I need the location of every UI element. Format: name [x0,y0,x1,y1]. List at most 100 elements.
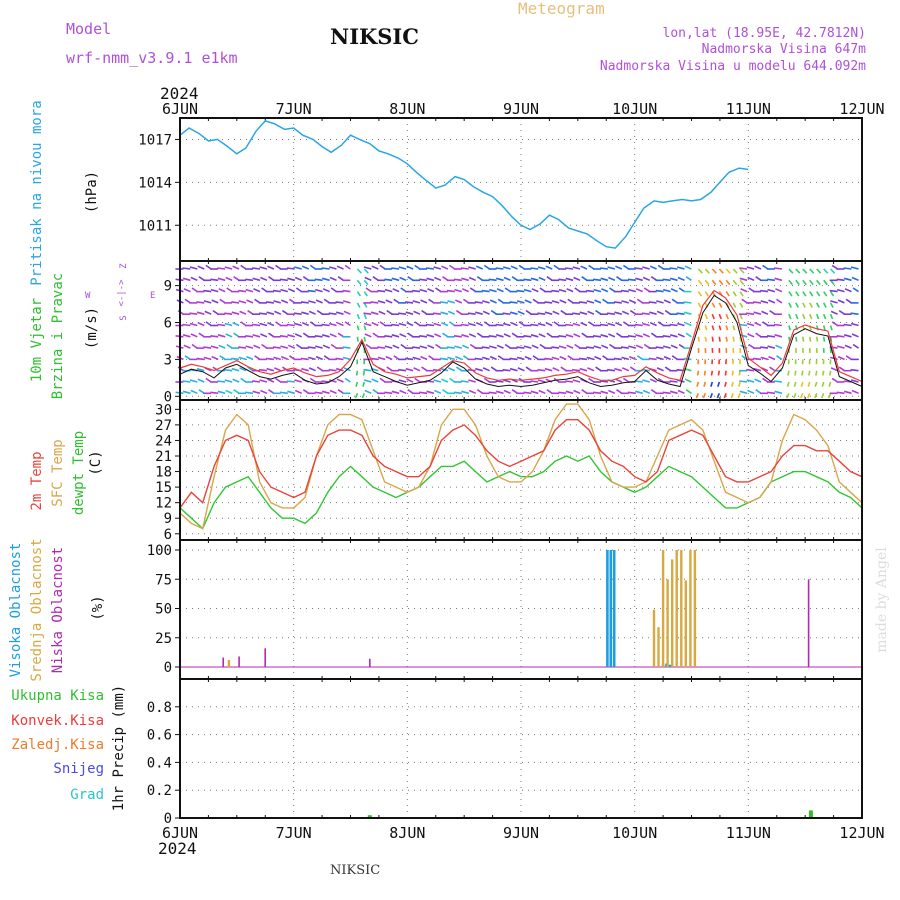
wind-arrow [488,278,497,282]
wind-arrow [642,266,650,270]
wind-arrow [739,277,748,282]
wind-arrow [294,322,302,327]
wind-arrow [474,301,483,304]
precip-ytick-label: 0.2 [147,783,172,799]
wind-arrow [829,291,835,297]
wind-arrow [725,313,729,320]
wind-arrow [697,302,702,308]
wind-arrow [328,266,337,270]
wind-arrow [725,336,728,342]
wind-arrow [621,310,630,315]
wind-arrow [530,334,539,338]
footer-station: NIKSIC [330,863,380,878]
wind-arrow [287,288,296,293]
wind-arrow [793,381,797,387]
wind-arrow [265,301,275,304]
cloud-bar [227,660,231,667]
wind-arrow [516,289,525,293]
wind-arrow [662,345,671,349]
wind-arrow [301,367,309,372]
wind-arrow [788,313,792,320]
wind-arrow [301,311,309,315]
wind-arrow [260,333,268,338]
wind-arrow [746,379,755,383]
wind-arrow [767,288,776,293]
wind-arrow [732,279,738,286]
wind-arrow [634,380,643,383]
wind-arrow [446,346,455,349]
wind-arrow [608,333,616,338]
wind-arrow [272,346,281,349]
wind-arrow [210,335,219,338]
wind-arrow [342,356,351,361]
wind-arrow [328,322,337,327]
wind-arrow [552,367,560,372]
wind-arrow [259,379,268,383]
wind-arrow [802,302,806,308]
wind-arrow [670,344,678,349]
wind-arrow [794,370,797,376]
wind-arrow [182,267,191,270]
wind-arrow [344,377,351,383]
wind-arrow [260,276,268,282]
wind-arrow [773,380,783,383]
wind-arrow [355,370,359,376]
wind-arrow [593,345,602,349]
wind-arrow [384,278,393,282]
wind-arrow [572,322,581,327]
wind-arrow [774,334,783,338]
wind-arrow [815,302,820,308]
wind-arrow [754,321,762,327]
cloud-bar [684,580,687,667]
wind-arrow [231,311,240,315]
wind-arrow [468,379,476,383]
wind-arrow [495,334,504,338]
wind-arrow [850,322,859,327]
temp-ytick-label: 18 [155,465,172,481]
wind-arrow [747,276,755,282]
wind-arrow [197,265,205,270]
wind-arrow [190,333,198,338]
wind-arrow [315,355,323,361]
cloud-bar [807,579,810,668]
wind-arrow [454,299,463,304]
wind-arrow [245,288,254,293]
wind-arrow [308,300,316,304]
wind-arrow [718,302,723,308]
wind-arrow [627,391,636,395]
bottom-date-tick: 9JUN [503,824,539,842]
wind-arrow [600,334,609,338]
wind-arrow [685,332,692,338]
wind-arrow [587,367,595,372]
wind-arrow [314,278,323,282]
cloud-bar [661,550,665,667]
wind-arrow [190,389,198,395]
wind-arrow [412,300,421,304]
wind-arrow [823,279,828,286]
wind-arrow [468,389,477,395]
wind-arrow [412,356,421,361]
wind-arrow [328,312,337,315]
wind-arrow [354,393,359,399]
wind-arrow [356,302,361,308]
wind-arrow [287,344,296,349]
wind-arrow [253,288,261,293]
wind-arrow [232,378,240,383]
wind-arrow [252,390,261,395]
wind-arrow [328,368,337,372]
wind-arrow [245,345,254,349]
wind-arrow [301,265,310,270]
wind-arrow [329,276,337,282]
wind-arrow [725,279,731,286]
wind-arrow [695,393,700,399]
wind-arrow [815,336,819,342]
wind-arrow [760,356,769,361]
wind-compass-w: W [85,291,91,301]
wind-arrow [363,379,372,383]
cloud-ylabel-low: Niska Oblacnost [50,547,66,673]
precip-ytick-label: 0.6 [147,728,172,744]
cloud-ylabel-high: Visoka Oblacnost [8,543,24,678]
wind-arrow [613,301,622,304]
wind-arrow [814,393,818,399]
sfc-temp-line [179,403,863,530]
